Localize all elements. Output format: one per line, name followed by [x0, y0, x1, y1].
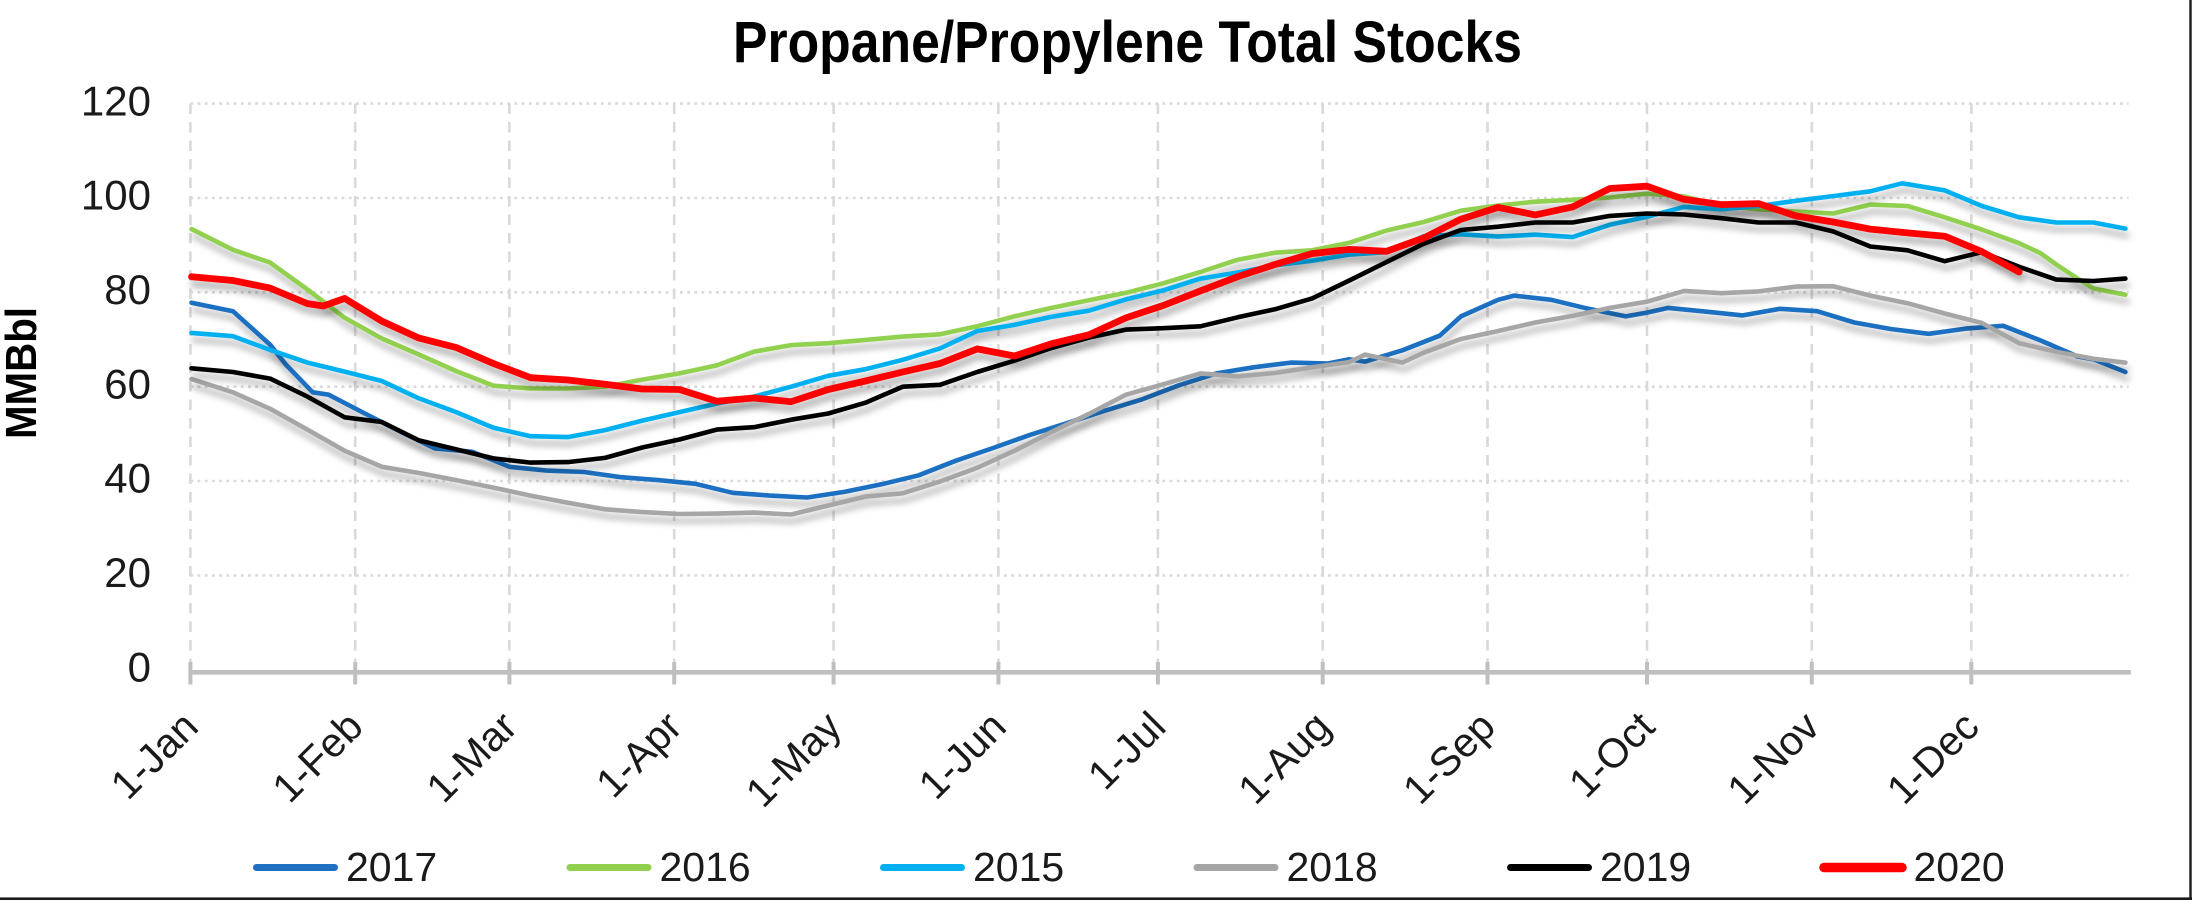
svg-text:80: 80	[104, 266, 151, 313]
svg-text:2015: 2015	[973, 844, 1064, 890]
svg-text:40: 40	[104, 455, 151, 502]
svg-text:Propane/Propylene Total Stocks: Propane/Propylene Total Stocks	[733, 10, 1522, 75]
svg-text:MMBbl: MMBbl	[0, 307, 46, 439]
svg-text:2016: 2016	[660, 844, 751, 890]
svg-text:60: 60	[104, 360, 151, 407]
svg-text:120: 120	[81, 77, 151, 124]
svg-text:2020: 2020	[1914, 844, 2005, 890]
svg-text:2017: 2017	[346, 844, 437, 890]
svg-text:0: 0	[128, 643, 151, 690]
svg-text:2019: 2019	[1600, 844, 1691, 890]
svg-text:20: 20	[104, 549, 151, 596]
svg-text:100: 100	[81, 172, 151, 219]
svg-text:2018: 2018	[1287, 844, 1378, 890]
